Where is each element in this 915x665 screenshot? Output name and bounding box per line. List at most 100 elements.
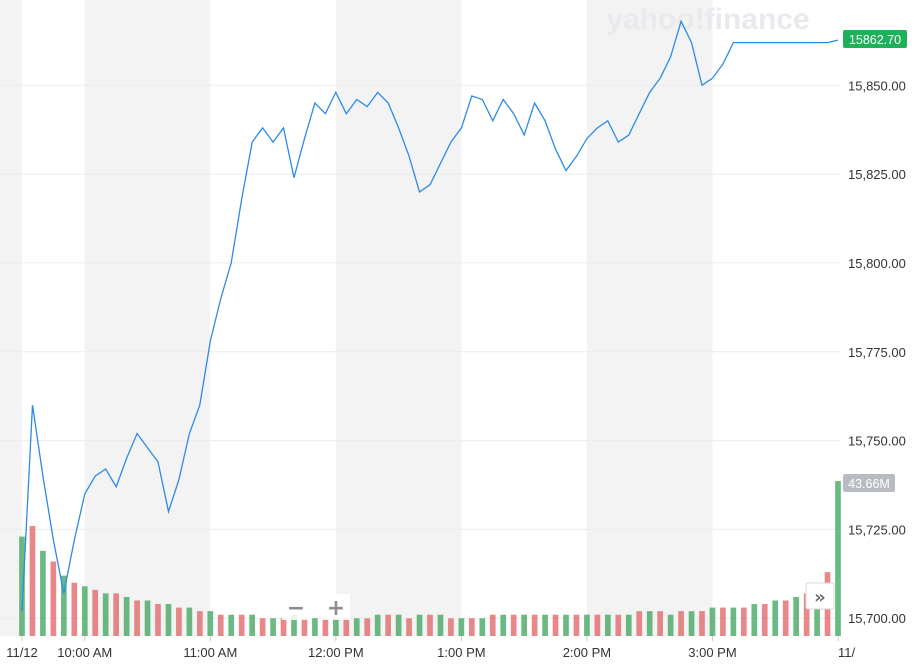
volume-bar <box>521 614 527 636</box>
volume-bar <box>469 618 475 636</box>
volume-bar <box>741 607 747 636</box>
volume-bar <box>29 525 36 636</box>
volume-bar <box>343 618 350 636</box>
volume-bar <box>761 604 768 636</box>
volume-bar <box>720 607 726 636</box>
volume-bar <box>772 600 779 636</box>
volume-bar <box>625 614 632 636</box>
volume-bar <box>197 611 203 636</box>
y-tick-label: 15,750.00 <box>848 434 906 449</box>
volume-bars <box>19 481 841 636</box>
volume-bar <box>374 614 381 636</box>
volume-bar <box>615 614 622 636</box>
hour-band <box>0 0 22 636</box>
volume-bar <box>510 614 517 636</box>
last-price-label: 15862.70 <box>849 33 901 47</box>
volume-bar <box>657 611 663 636</box>
volume-bar <box>92 589 99 636</box>
y-tick-label: 15,850.00 <box>848 78 906 93</box>
y-tick-label: 15,775.00 <box>848 345 906 360</box>
volume-bar <box>458 618 465 636</box>
volume-bar <box>176 607 182 636</box>
x-tick-label: 3:00 PM <box>688 645 736 660</box>
volume-bar <box>228 614 235 636</box>
volume-bar <box>123 596 130 636</box>
volume-bar <box>709 607 716 636</box>
volume-bar <box>155 604 161 636</box>
volume-badge-bg <box>843 474 895 492</box>
volume-bar <box>50 561 57 636</box>
volume-bar <box>385 614 391 636</box>
volume-bar <box>678 611 684 636</box>
volume-bar <box>217 614 224 636</box>
x-tick-label: 12:00 PM <box>308 645 364 660</box>
x-tick-label: 2:00 PM <box>563 645 611 660</box>
volume-bar <box>312 618 318 636</box>
volume-bar <box>406 618 412 636</box>
volume-badge: 43.66M <box>843 474 895 492</box>
volume-bar <box>81 586 88 636</box>
volume-bar <box>782 600 789 636</box>
volume-bar <box>238 614 245 636</box>
zoom-in-button[interactable]: + <box>322 594 350 621</box>
volume-bar <box>605 614 611 636</box>
volume-bar <box>207 611 214 636</box>
hour-band <box>335 0 462 636</box>
volume-bar <box>280 618 287 636</box>
volume-bar <box>531 614 538 636</box>
y-axis-labels: 15,700.00 15,725.00 15,750.00 15,775.00 15,8… <box>848 78 906 626</box>
volume-bar <box>814 586 820 636</box>
volume-bar <box>186 607 193 636</box>
gridlines <box>0 84 840 619</box>
volume-bar <box>573 614 580 636</box>
volume-bar <box>730 607 737 636</box>
volume-label: 43.66M <box>848 477 890 491</box>
volume-bar <box>835 481 841 636</box>
volume-bar <box>40 550 46 636</box>
volume-bar <box>646 611 653 636</box>
plus-icon: + <box>327 596 345 621</box>
x-tick-label: 11/12 <box>6 645 38 660</box>
volume-bar <box>102 593 109 636</box>
volume-bar <box>19 536 25 636</box>
volume-bar <box>165 604 172 636</box>
y-tick-label: 15,725.00 <box>848 522 906 537</box>
x-tick-label: 11:00 AM <box>183 645 237 660</box>
volume-bar <box>353 618 360 636</box>
x-tick-label: 1:00 PM <box>437 645 485 660</box>
session-hour-bands <box>0 0 713 636</box>
x-axis-labels: 11/12 10:00 AM 11:00 AM 12:00 PM 1:00 PM 2:00… <box>6 636 855 660</box>
volume-bar <box>134 600 140 636</box>
volume-bar <box>793 596 799 636</box>
zoom-out-button[interactable]: − <box>282 594 310 621</box>
volume-bar <box>479 618 486 636</box>
volume-bar <box>416 614 423 636</box>
volume-bar <box>542 614 548 636</box>
volume-bar <box>448 618 454 636</box>
hour-band <box>586 0 713 636</box>
volume-bar <box>249 614 255 636</box>
volume-bar <box>667 614 674 636</box>
volume-bar <box>636 611 643 636</box>
scroll-right-button[interactable]: » <box>805 582 835 610</box>
x-tick-label: 11/ <box>838 645 855 660</box>
volume-bar <box>259 618 266 636</box>
volume-bar <box>688 611 695 636</box>
yahoo-finance-watermark: yahoo!finance <box>606 3 809 36</box>
volume-bar <box>563 614 569 636</box>
volume-bar <box>437 614 444 636</box>
last-price-badge-bg <box>843 30 907 48</box>
volume-bar <box>500 614 507 636</box>
volume-bar <box>71 582 78 636</box>
volume-bar <box>395 614 402 636</box>
volume-bar <box>699 611 705 636</box>
volume-bar <box>364 618 371 636</box>
volume-bar <box>552 614 559 636</box>
volume-bar <box>322 618 329 636</box>
minus-icon: − <box>287 596 305 621</box>
x-tick-label: 10:00 AM <box>57 645 112 660</box>
volume-bar <box>584 614 590 636</box>
price-line <box>21 19 839 612</box>
double-chevron-right-icon: » <box>814 587 826 608</box>
